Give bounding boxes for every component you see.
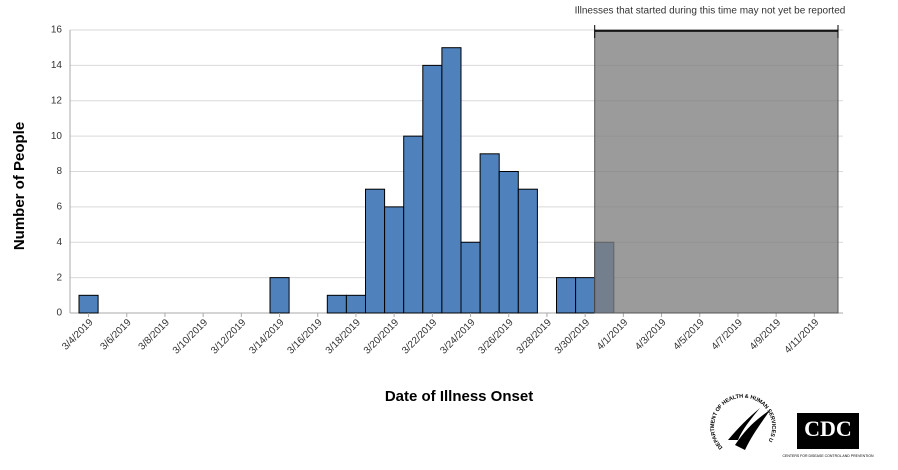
x-tick-label: 3/26/2019 [476,317,516,357]
bar [479,153,500,314]
x-tick-label: 4/5/2019 [671,317,707,353]
cdc-subtext: CENTERS FOR DISEASE CONTROL AND PREVENTI… [782,454,874,458]
x-tick-label: 3/22/2019 [400,317,440,357]
x-tick-label: 3/4/2019 [60,317,96,353]
x-axis-label: Date of Illness Onset [385,388,533,405]
y-tick-label: 12 [51,95,63,106]
y-tick-label: 2 [56,272,62,283]
bar [422,64,443,314]
cdc-text: CDC [804,416,852,441]
x-tick-label: 3/16/2019 [285,317,325,357]
bar [345,294,366,314]
x-tick-label: 4/9/2019 [748,317,784,353]
y-tick-label: 8 [56,166,62,177]
bar [403,135,424,314]
y-tick-label: 6 [56,202,62,213]
x-tick-label: 4/11/2019 [783,317,822,356]
x-tick-label: 3/18/2019 [324,317,364,357]
bar [575,277,596,314]
y-tick-label: 10 [51,131,63,142]
cdc-box [797,413,859,449]
bar [460,241,481,314]
bar [384,206,405,314]
bar [498,171,519,314]
y-tick-label: 16 [51,25,63,36]
bar [517,188,538,314]
x-tick-label: 3/14/2019 [247,317,287,357]
y-axis-label: Number of People [11,122,28,250]
y-tick-label: 14 [51,60,63,71]
reporting-delay-shade [594,29,839,314]
x-tick-label: 3/30/2019 [553,317,593,357]
hhs-eagle [728,408,770,450]
y-tick-label: 0 [56,308,62,319]
x-tick-label: 3/28/2019 [515,317,555,357]
bar [365,188,386,314]
x-tick-label: 3/6/2019 [98,317,134,353]
bar [78,294,99,314]
x-tick-label: 3/8/2019 [137,317,173,353]
annotation: Illnesses that started during this time … [575,6,846,17]
x-tick-label: 3/20/2019 [362,317,402,357]
x-tick-label: 3/24/2019 [438,317,478,357]
x-tick-label: 4/3/2019 [633,317,669,353]
hhs-ring [714,397,776,459]
bar [556,277,577,314]
x-tick-label: 3/12/2019 [209,317,249,357]
y-tick-label: 4 [56,237,62,248]
bar [441,47,462,314]
bar [326,294,347,314]
x-tick-label: 4/7/2019 [710,317,746,353]
cdc-logo: CDC CENTERS FOR DISEASE CONTROL AND PREV… [782,413,874,458]
x-tick-label: 3/10/2019 [171,317,211,357]
bar [269,277,290,314]
x-tick-label: 4/1/2019 [595,317,631,353]
